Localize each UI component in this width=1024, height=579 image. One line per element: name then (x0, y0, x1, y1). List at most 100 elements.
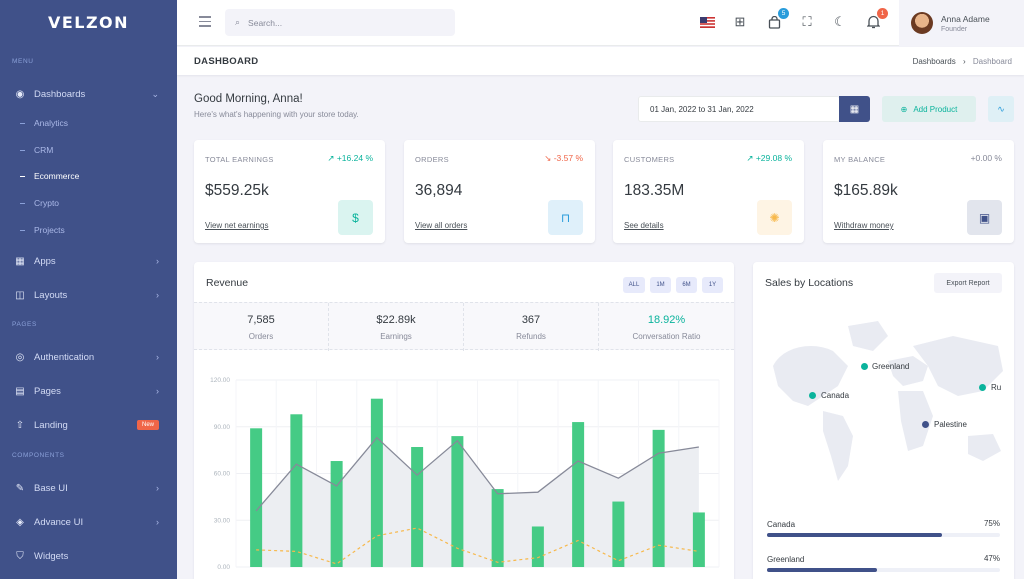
map-marker-greenland[interactable] (861, 363, 868, 370)
chevron-right-icon: › (156, 386, 159, 396)
fullscreen-icon[interactable]: ⛶ (802, 14, 812, 29)
revenue-bar (612, 501, 625, 567)
wallet-icon: ▣ (967, 200, 1002, 235)
filter-1m-button[interactable]: 1M (650, 277, 671, 293)
stat-value: 18.92% (647, 314, 686, 326)
export-report-button[interactable]: Export Report (934, 273, 1002, 293)
revenue-bar (290, 414, 303, 567)
map-marker-russia[interactable] (979, 384, 986, 391)
shopping-bag-icon: ⊓ (548, 200, 583, 235)
chevron-right-icon: › (156, 290, 159, 300)
hamburger-icon[interactable] (199, 16, 211, 27)
sidebar-item-dashboards[interactable]: ◉ Dashboards ⌄ (0, 83, 177, 105)
sidebar-item-advance-ui[interactable]: ◈ Advance UI › (0, 511, 177, 533)
kpi-value: $165.89k (834, 182, 898, 199)
chevron-down-icon: ⌄ (151, 88, 159, 99)
greeting: Good Morning, Anna! Here's what's happen… (194, 93, 359, 119)
location-percent: 75% (983, 519, 1000, 528)
kpi-label: CUSTOMERS (624, 155, 675, 164)
kpi-label: MY BALANCE (834, 155, 886, 164)
area-series-line (255, 436, 699, 512)
stat-orders: 7,585 Orders (194, 303, 329, 351)
pencil-ruler-icon: ✎ (15, 482, 25, 494)
map-label: Ru (991, 383, 1002, 392)
revenue-stats: 7,585 Orders $22.89k Earnings 367 Refunds 1… (194, 302, 734, 351)
sidebar-item-layouts[interactable]: ◫ Layouts › (0, 284, 177, 306)
revenue-bar (411, 447, 424, 567)
sidebar-item-widgets[interactable]: ⛉ Widgets (0, 545, 177, 567)
sidebar-item-pages[interactable]: ▤ Pages › (0, 380, 177, 402)
sidebar-subitem-ecommerce[interactable]: Ecommerce (20, 167, 79, 185)
new-badge: New (136, 420, 159, 430)
kpi-label: ORDERS (415, 155, 449, 164)
sidebar-item-authentication[interactable]: ◎ Authentication › (0, 346, 177, 368)
shopping-bag-icon[interactable]: 5 (765, 8, 789, 31)
sidebar-subitem-projects[interactable]: Projects (20, 221, 65, 239)
stat-label: Conversation Ratio (632, 332, 701, 341)
map-label: Palestine (934, 420, 967, 429)
sidebar-item-label: Authentication (34, 351, 95, 363)
revenue-bar (330, 461, 343, 567)
stat-refunds: 367 Refunds (464, 303, 599, 351)
revenue-chart: 120.00 90.00 60.00 30.00 0.00 (210, 377, 720, 571)
y-tick-label: 90.00 (214, 424, 231, 431)
plus-circle-icon: ⊕ (900, 104, 908, 114)
sidebar-subitem-analytics[interactable]: Analytics (20, 114, 68, 132)
sidebar-item-label: Advance UI (34, 516, 84, 528)
y-tick-label: 120.00 (210, 377, 230, 384)
dark-mode-moon-icon[interactable]: ☾ (834, 14, 846, 29)
chevron-right-icon: › (156, 517, 159, 527)
breadcrumb-link[interactable]: Dashboards (912, 56, 956, 66)
sidebar-item-label: Pages (34, 385, 61, 397)
filter-all-button[interactable]: ALL (623, 277, 645, 293)
pages-section-title: PAGES (12, 321, 37, 328)
sidebar-item-landing[interactable]: ⇧ Landing New (0, 414, 177, 436)
stat-label: Refunds (516, 332, 546, 341)
apps-grid-icon: ▦ (15, 255, 25, 267)
filter-1y-button[interactable]: 1Y (702, 277, 723, 293)
revenue-bar (491, 489, 504, 567)
notification-bell-icon[interactable]: 1 (864, 8, 888, 31)
location-progress-fill (767, 568, 877, 572)
rocket-icon: ⇧ (15, 419, 25, 431)
kpi-link[interactable]: See details (624, 221, 664, 230)
sidebar-item-label: Layouts (34, 289, 68, 301)
dollar-circle-icon: $ (338, 200, 373, 235)
y-tick-label: 30.00 (214, 517, 231, 524)
us-flag-icon[interactable] (698, 13, 716, 31)
greeting-title: Good Morning, Anna! (194, 93, 303, 105)
notification-count-badge: 1 (877, 8, 888, 19)
revenue-bar (572, 422, 585, 567)
kpi-link[interactable]: Withdraw money (834, 221, 894, 230)
search-input[interactable]: ⌕ Search... (225, 9, 455, 36)
app-logo[interactable]: VELZON (47, 12, 130, 32)
sidebar-subitem-label: Crypto (34, 198, 60, 208)
kpi-card-earnings: TOTAL EARNINGS ↗ +16.24 % $559.25k View … (194, 140, 385, 243)
revenue-bar (250, 428, 263, 567)
map-marker-canada[interactable] (809, 392, 816, 399)
map-marker-palestine[interactable] (922, 421, 929, 428)
kpi-value: $559.25k (205, 182, 269, 199)
date-range-input[interactable]: 01 Jan, 2022 to 31 Jan, 2022 (638, 96, 840, 122)
filter-6m-button[interactable]: 6M (676, 277, 697, 293)
sidebar-subitem-crm[interactable]: CRM (20, 141, 53, 159)
locations-title: Sales by Locations (765, 277, 854, 289)
sidebar-item-apps[interactable]: ▦ Apps › (0, 250, 177, 272)
calendar-icon[interactable]: ▦ (839, 96, 870, 122)
apps-grid-icon[interactable]: ⊞ (734, 14, 746, 29)
activity-icon[interactable]: ∿ (988, 96, 1014, 122)
sidebar-item-base-ui[interactable]: ✎ Base UI › (0, 477, 177, 499)
sidebar-subitem-crypto[interactable]: Crypto (20, 194, 59, 212)
sidebar-item-label: Base UI (34, 482, 68, 494)
kpi-card-balance: MY BALANCE +0.00 % $165.89k Withdraw mon… (823, 140, 1014, 243)
stat-earnings: $22.89k Earnings (329, 303, 464, 351)
kpi-link[interactable]: View all orders (415, 221, 468, 230)
user-menu[interactable]: Anna Adame Founder (899, 0, 1024, 46)
revenue-card: Revenue ALL 1M 6M 1Y 7,585 Orders $22.89k… (194, 262, 734, 579)
honour-icon: ⛉ (16, 550, 24, 562)
kpi-link[interactable]: View net earnings (205, 221, 269, 230)
add-product-button[interactable]: ⊕ Add Product (882, 96, 976, 122)
revenue-bar (531, 526, 544, 567)
location-percent: 47% (983, 554, 1000, 563)
sidebar-item-label: Landing (34, 419, 68, 431)
